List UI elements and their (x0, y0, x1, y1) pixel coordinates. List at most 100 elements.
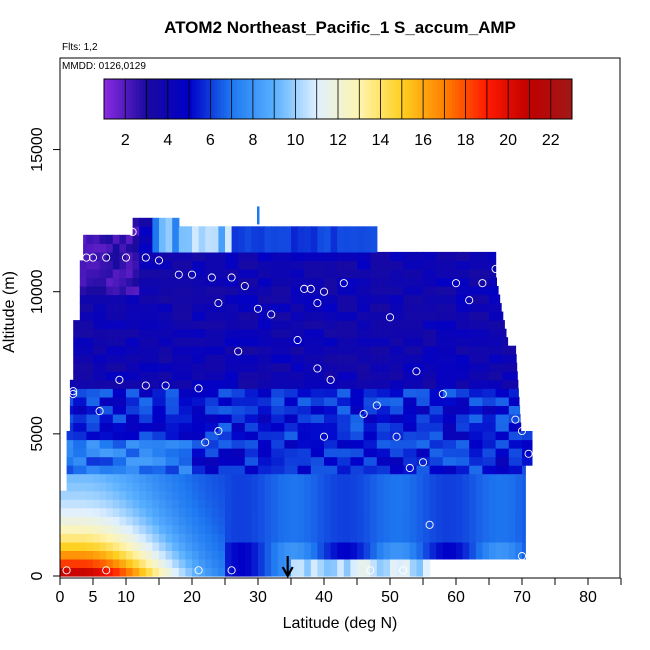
heatmap-cell (462, 456, 470, 466)
heatmap-cell (324, 473, 332, 483)
heatmap-cell (442, 550, 450, 560)
heatmap-cell (390, 431, 398, 441)
heatmap-cell (106, 320, 114, 330)
heatmap-cell (244, 550, 252, 560)
heatmap-cell (403, 524, 411, 534)
heatmap-cell (297, 226, 305, 236)
heatmap-cell (502, 379, 510, 389)
heatmap-cell (489, 269, 497, 279)
heatmap-cell (211, 269, 219, 279)
heatmap-cell (99, 524, 107, 534)
heatmap-cell (508, 405, 516, 415)
heatmap-cell (482, 337, 490, 347)
heatmap-cell (178, 277, 186, 287)
colorbar-segment (308, 79, 313, 119)
heatmap-cell (99, 328, 107, 338)
heatmap-cell (139, 490, 147, 500)
heatmap-cell (462, 354, 470, 364)
heatmap-cell (198, 311, 206, 321)
heatmap-cell (522, 482, 526, 492)
heatmap-cell (436, 303, 444, 313)
heatmap-cell (119, 456, 127, 466)
heatmap-cell (139, 550, 147, 560)
heatmap-cell (442, 448, 450, 458)
heatmap-cell (423, 337, 431, 347)
heatmap-cell (489, 286, 497, 296)
heatmap-cell (192, 524, 200, 534)
heatmap-cell (449, 396, 457, 406)
heatmap-cell (264, 251, 272, 261)
heatmap-cell (165, 286, 173, 296)
heatmap-cell (271, 286, 279, 296)
heatmap-cell (139, 482, 147, 492)
heatmap-cell (159, 379, 167, 389)
heatmap-cell (271, 550, 279, 560)
heatmap-cell (462, 388, 470, 398)
heatmap-cell (185, 405, 193, 415)
heatmap-cell (258, 260, 266, 270)
heatmap-cell (297, 507, 305, 517)
heatmap-cell (126, 524, 134, 534)
heatmap-cell (350, 251, 358, 261)
heatmap-cell (159, 354, 167, 364)
heatmap-cell (231, 516, 239, 526)
heatmap-cell (86, 499, 94, 509)
heatmap-cell (264, 328, 272, 338)
heatmap-cell (429, 294, 437, 304)
heatmap-cell (145, 260, 153, 270)
heatmap-cell (198, 269, 206, 279)
heatmap-cell (469, 516, 477, 526)
heatmap-cell (343, 567, 351, 577)
heatmap-cell (357, 362, 365, 372)
heatmap-cell (159, 286, 167, 296)
heatmap-cell (442, 269, 450, 279)
observation-marker (62, 566, 71, 575)
heatmap-cell (390, 533, 398, 543)
heatmap-cell (376, 277, 384, 287)
heatmap-cell (258, 567, 266, 577)
heatmap-cell (396, 482, 404, 492)
heatmap-cell (152, 396, 160, 406)
heatmap-cell (291, 456, 299, 466)
heatmap-cell (79, 516, 87, 526)
heatmap-cell (172, 286, 180, 296)
heatmap-cell (343, 311, 351, 321)
heatmap-cell (218, 320, 226, 330)
heatmap-cell (231, 362, 239, 372)
heatmap-cell (165, 277, 173, 287)
heatmap-cell (192, 251, 200, 261)
heatmap-cell (258, 269, 266, 279)
heatmap-cell (165, 303, 173, 313)
heatmap-cell (330, 277, 338, 287)
heatmap-cell (489, 328, 497, 338)
heatmap-cell (73, 541, 81, 551)
colorbar-segment (361, 79, 365, 119)
heatmap-cell (370, 379, 378, 389)
heatmap-cell (185, 439, 193, 449)
heatmap-cell (211, 431, 219, 441)
heatmap-cell (198, 354, 206, 364)
heatmap-cell (383, 567, 391, 577)
heatmap-cell (172, 362, 180, 372)
heatmap-cell (383, 558, 391, 568)
heatmap-cell (152, 388, 160, 398)
heatmap-cell (112, 234, 120, 244)
heatmap-cell (152, 234, 160, 244)
heatmap-cell (403, 541, 411, 551)
heatmap-cell (277, 516, 285, 526)
heatmap-cell (126, 439, 134, 449)
heatmap-cell (436, 490, 444, 500)
heatmap-cell (132, 243, 140, 253)
heatmap-cell (172, 482, 180, 492)
heatmap-cell (172, 269, 180, 279)
heatmap-cell (284, 482, 292, 492)
heatmap-cell (112, 277, 120, 287)
heatmap-cell (291, 550, 299, 560)
colorbar-segment (288, 79, 292, 119)
heatmap-cell (93, 379, 101, 389)
heatmap-cell (383, 303, 391, 313)
heatmap-cell (363, 277, 371, 287)
heatmap-cell (442, 286, 450, 296)
heatmap-cell (396, 465, 404, 475)
heatmap-cell (126, 286, 134, 296)
